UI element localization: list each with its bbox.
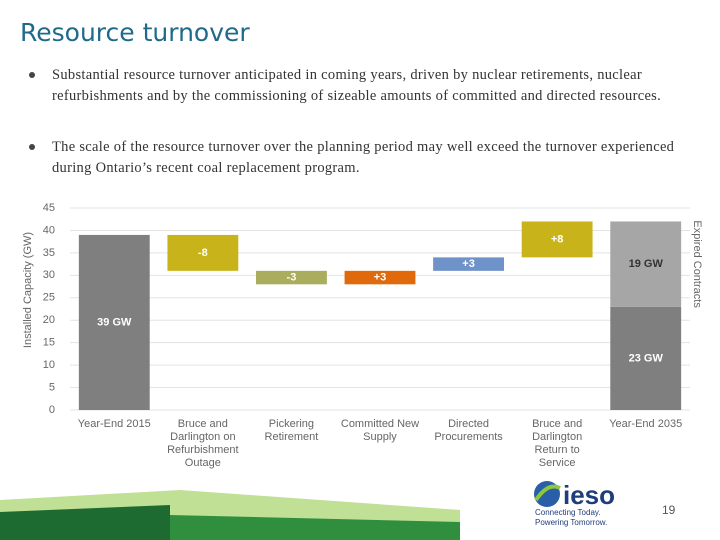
stripe xyxy=(0,505,170,540)
stripe xyxy=(170,515,460,540)
value-label: -8 xyxy=(198,247,208,259)
bullet: The scale of the resource turnover over … xyxy=(52,139,675,176)
bar xyxy=(167,234,239,271)
footer-decoration xyxy=(0,481,561,540)
bar xyxy=(610,306,682,410)
x-tick-label: Bruce and Darlington on Refurbishment Ou… xyxy=(167,418,239,469)
bullet-dot xyxy=(29,72,35,78)
y-tick-label: 0 xyxy=(49,404,55,416)
x-tick-label: Year-End 2035 xyxy=(609,418,683,430)
y-tick-label: 30 xyxy=(43,269,55,281)
y-tick-label: 45 xyxy=(43,202,55,214)
tagline: Connecting Today. xyxy=(535,508,601,517)
y-tick-label: 15 xyxy=(43,337,55,349)
y-tick-label: 10 xyxy=(43,359,55,371)
bar xyxy=(433,257,504,271)
value-label: +3 xyxy=(374,271,387,283)
value-label: 23 GW xyxy=(629,352,664,364)
bar xyxy=(78,234,150,410)
logo-swoosh xyxy=(534,484,561,502)
y-tick-label: 40 xyxy=(43,224,55,236)
y-axis-label: Installed Capacity (GW) xyxy=(22,232,34,348)
page-number: 19 xyxy=(662,503,676,517)
value-label: 19 GW xyxy=(629,258,664,270)
y-tick-label: 5 xyxy=(49,381,55,393)
x-tick-label: Committed New Supply xyxy=(340,418,420,443)
bar xyxy=(344,270,416,285)
x-tick-label: Directed Procurements xyxy=(434,418,503,443)
bullet-dot xyxy=(29,144,35,150)
value-label: -3 xyxy=(287,271,297,283)
logo: ieso xyxy=(563,480,616,510)
bullet: Substantial resource turnover anticipate… xyxy=(52,67,662,104)
legend-label: Expired Contracts xyxy=(691,220,703,308)
bar xyxy=(521,221,593,258)
bar xyxy=(256,270,327,285)
x-tick-label: Year-End 2015 xyxy=(77,418,151,430)
tagline: Powering Tomorrow. xyxy=(535,518,608,527)
y-tick-label: 25 xyxy=(43,292,55,304)
y-tick-label: 20 xyxy=(43,314,55,326)
value-label: +8 xyxy=(551,233,564,245)
x-tick-label: Bruce and Darlington Return to Service xyxy=(532,418,583,469)
x-tick-label: Pickering Retirement xyxy=(264,418,319,443)
y-tick-label: 35 xyxy=(43,247,55,259)
value-label: +3 xyxy=(462,258,475,270)
slide-title: Resource turnover xyxy=(20,18,250,47)
value-label: 39 GW xyxy=(97,316,132,328)
bar xyxy=(610,221,682,307)
